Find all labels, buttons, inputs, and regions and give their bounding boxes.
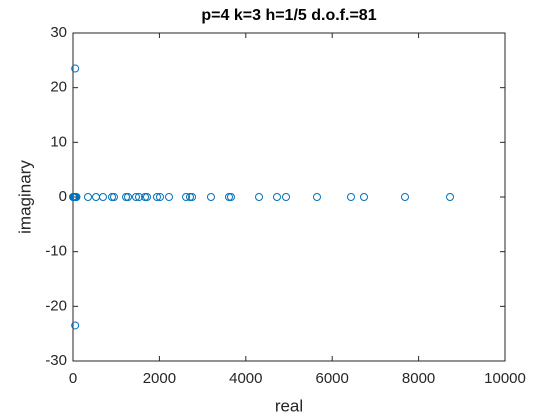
x-tick-label: 10000 — [484, 370, 526, 387]
y-tick-label: -20 — [45, 297, 67, 314]
point — [72, 193, 81, 201]
point — [312, 193, 321, 201]
y-tick-label: 30 — [50, 24, 67, 41]
point — [71, 64, 80, 73]
point — [446, 193, 455, 201]
point — [400, 193, 409, 201]
point — [272, 193, 281, 201]
point — [359, 193, 368, 201]
point — [226, 193, 235, 201]
point — [98, 193, 107, 201]
plot-area — [72, 32, 506, 362]
point — [108, 193, 117, 201]
point — [83, 193, 92, 201]
y-tick-label: -10 — [45, 243, 67, 260]
point — [182, 193, 191, 201]
x-axis-label: real — [275, 396, 303, 415]
point — [109, 193, 118, 201]
x-tick-label: 2000 — [143, 370, 176, 387]
point — [71, 321, 80, 330]
x-tick-label: 6000 — [316, 370, 349, 387]
x-tick-label: 4000 — [229, 370, 262, 387]
point — [123, 193, 132, 201]
point — [188, 193, 197, 201]
y-tick-label: 0 — [59, 188, 67, 205]
point — [143, 193, 152, 201]
point — [255, 193, 264, 201]
point — [164, 193, 173, 201]
point — [131, 193, 140, 201]
point — [122, 193, 131, 201]
x-tick-label: 0 — [69, 370, 77, 387]
point — [346, 193, 355, 201]
y-tick-label: 20 — [50, 79, 67, 96]
point — [282, 193, 291, 201]
point — [135, 193, 144, 201]
y-tick-label: 10 — [50, 133, 67, 150]
y-tick-label: -30 — [45, 352, 67, 369]
point — [206, 193, 215, 201]
point — [141, 193, 150, 201]
point — [152, 193, 161, 201]
point — [156, 193, 165, 201]
point — [185, 193, 194, 201]
chart-title: p=4 k=3 h=1/5 d.o.f.=81 — [201, 7, 376, 24]
y-axis-label: imaginary — [15, 160, 34, 234]
point — [224, 193, 233, 201]
x-tick-label: 8000 — [402, 370, 435, 387]
